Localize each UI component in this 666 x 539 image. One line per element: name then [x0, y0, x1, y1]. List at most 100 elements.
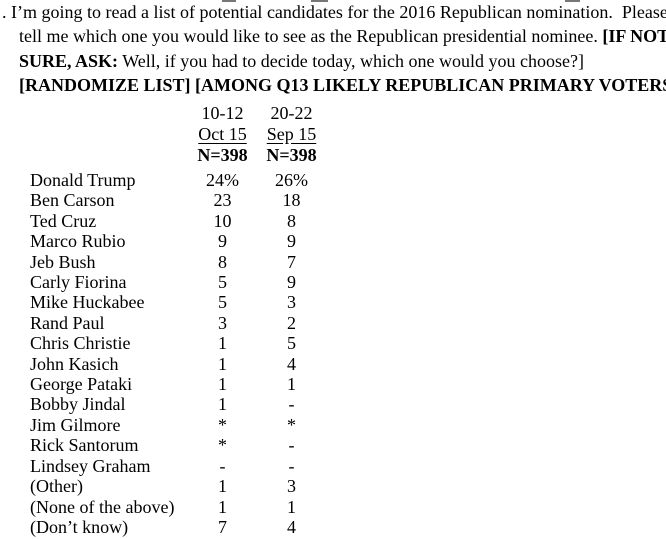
oct-value: 1: [218, 394, 227, 415]
candidate-row: Jeb Bush 8 7: [30, 252, 326, 272]
oct-value: 1: [218, 374, 227, 395]
header-spacer: [30, 124, 188, 145]
sep-value: 4: [287, 516, 296, 537]
question-line-3-text: Well, if you had to decide today, which …: [118, 50, 584, 71]
sep-value: *: [287, 414, 296, 435]
oct-value: *: [218, 435, 227, 456]
candidate-row: (Don’t know) 7 4: [30, 517, 326, 537]
candidate-row: Jim Gilmore * *: [30, 415, 326, 435]
candidate-name: Donald Trump: [30, 170, 136, 190]
clipped-text-fragment: [311, 0, 328, 2]
sep-value: 1: [287, 374, 296, 395]
clipped-text-fragment: [565, 0, 580, 2]
sep-value: -: [288, 394, 295, 415]
candidate-row: Rick Santorum * -: [30, 435, 326, 455]
interviewer-instruction-open: [IF NOT: [602, 26, 666, 47]
col1-date-range: 10-12: [201, 103, 244, 123]
oct-value: 8: [218, 251, 227, 272]
col2-month-label: Sep 15: [266, 124, 317, 144]
candidate-row: Marco Rubio 9 9: [30, 231, 326, 251]
candidate-name: Jeb Bush: [30, 251, 96, 272]
candidate-row: Mike Huckabee 5 3: [30, 292, 326, 312]
date-range-row: 10-12 20-22: [30, 103, 326, 124]
sep-value: -: [288, 435, 295, 456]
sep-value: 9: [287, 231, 296, 252]
candidate-name: Bobby Jindal: [30, 394, 126, 415]
oct-value: 5: [218, 292, 227, 313]
oct-value: 5: [218, 272, 227, 293]
question-line-2: tell me which one you would like to see …: [0, 24, 666, 48]
sep-value: 4: [287, 353, 296, 374]
sep-value: 7: [287, 251, 296, 272]
question-line-1-text: . I’m going to read a list of potential …: [2, 2, 666, 22]
candidate-name: Jim Gilmore: [30, 414, 121, 435]
oct-value: *: [218, 414, 227, 435]
sample-size-row: N=398 N=398: [30, 145, 326, 166]
oct-value: 10: [213, 210, 232, 231]
interviewer-instruction-label: SURE, ASK:: [19, 50, 119, 71]
sep-value: 2: [287, 312, 296, 333]
poll-table-body: Donald Trump 24% 26% Ben Carson 23 18 Te…: [30, 166, 326, 537]
candidate-name: Ted Cruz: [30, 210, 97, 231]
clipped-text-fragment: [222, 0, 236, 2]
sep-value: 9: [287, 272, 296, 293]
candidate-row: Donald Trump 24% 26%: [30, 166, 326, 190]
question-text: . I’m going to read a list of potential …: [0, 0, 666, 98]
candidate-name: Chris Christie: [30, 333, 131, 354]
sep-value: 5: [287, 333, 296, 354]
candidate-row: Rand Paul 3 2: [30, 313, 326, 333]
sep-value: 3: [287, 292, 296, 313]
oct-value: 7: [218, 516, 227, 537]
header-spacer: [30, 103, 188, 124]
candidate-name: (None of the above): [30, 496, 175, 517]
question-line-1: . I’m going to read a list of potential …: [0, 0, 666, 24]
candidate-name: Mike Huckabee: [30, 292, 145, 313]
sep-value: 1: [287, 496, 296, 517]
sep-value: 26%: [275, 170, 308, 190]
poll-results-table: 10-12 20-22 Oct 15 Sep 15 N=398 N=398 Do…: [30, 103, 326, 537]
header-spacer: [30, 145, 188, 166]
candidate-row: John Kasich 1 4: [30, 354, 326, 374]
candidate-name: (Other): [30, 476, 83, 497]
oct-value: -: [219, 455, 226, 476]
candidate-name: John Kasich: [30, 353, 119, 374]
sep-value: 18: [282, 190, 301, 211]
candidate-row: Chris Christie 1 5: [30, 333, 326, 353]
col1-sample-size: N=398: [197, 145, 248, 165]
oct-value: 1: [218, 353, 227, 374]
oct-value: 1: [218, 496, 227, 517]
oct-value: 1: [218, 333, 227, 354]
candidate-row: Ted Cruz 10 8: [30, 211, 326, 231]
candidate-name: Rand Paul: [30, 312, 105, 333]
candidate-name: Rick Santorum: [30, 435, 139, 456]
col2-sample-size: N=398: [266, 145, 317, 165]
candidate-row: Ben Carson 23 18: [30, 190, 326, 210]
oct-value: 3: [218, 312, 227, 333]
question-line-2-text: tell me which one you would like to see …: [19, 26, 603, 47]
candidate-row: Carly Fiorina 5 9: [30, 272, 326, 292]
candidate-name: George Pataki: [30, 374, 133, 395]
candidate-row: Bobby Jindal 1 -: [30, 394, 326, 414]
candidate-row: Lindsey Graham - -: [30, 456, 326, 476]
col2-date-range: 20-22: [270, 103, 313, 123]
candidate-name: Ben Carson: [30, 190, 115, 211]
oct-value: 9: [218, 231, 227, 252]
candidate-name: Carly Fiorina: [30, 272, 127, 293]
candidate-name: (Don’t know): [30, 516, 129, 537]
col1-month-label: Oct 15: [198, 124, 247, 144]
sep-value: 3: [287, 476, 296, 497]
oct-value: 1: [218, 476, 227, 497]
oct-value: 24%: [206, 170, 239, 190]
sep-value: -: [288, 455, 295, 476]
candidate-name: Marco Rubio: [30, 231, 126, 252]
month-row: Oct 15 Sep 15: [30, 124, 326, 145]
sep-value: 8: [287, 210, 296, 231]
candidate-row: George Pataki 1 1: [30, 374, 326, 394]
candidate-row: (Other) 1 3: [30, 476, 326, 496]
question-line-3: SURE, ASK: Well, if you had to decide to…: [0, 49, 666, 73]
randomize-note: [RANDOMIZE LIST] [AMONG Q13 LIKELY REPUB…: [19, 75, 666, 96]
oct-value: 23: [213, 190, 232, 211]
candidate-name: Lindsey Graham: [30, 455, 151, 476]
poll-table-header: 10-12 20-22 Oct 15 Sep 15 N=398 N=398: [30, 103, 326, 166]
